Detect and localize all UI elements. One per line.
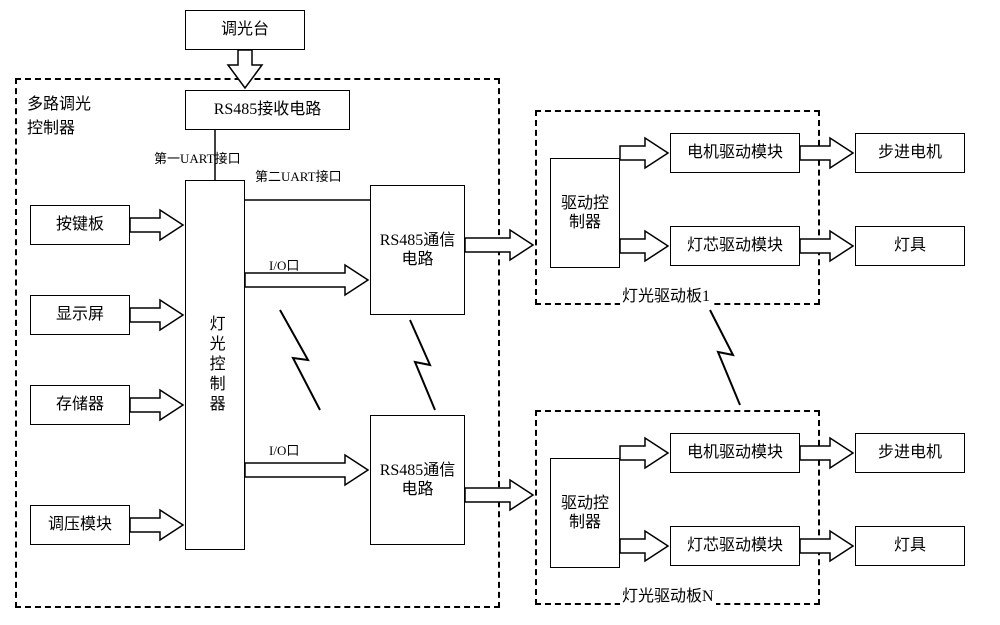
drive-controller-n-box: 驱动控制器 [550,458,620,568]
uart2-label: 第二UART接口 [253,166,344,185]
left-input-3-label: 调压模块 [48,515,112,534]
drive-controller-n-label: 驱动控制器 [551,494,619,532]
light-controller-label: 灯光控制器 [205,315,224,415]
rs485-comm-1-label: RS485通信电路 [371,231,464,269]
lamp-n-label: 灯具 [894,536,926,555]
left-input-0-label: 按键板 [56,215,104,234]
lamp-1-label: 灯具 [894,236,926,255]
motor-driver-n-box: 电机驱动模块 [670,433,800,473]
lamp-1-box: 灯具 [855,226,965,266]
lamp-driver-1-box: 灯芯驱动模块 [670,226,800,266]
uart1-label: 第一UART接口 [152,148,243,167]
io-label-2: I/O口 [267,440,301,459]
rs485-comm-box-2: RS485通信电路 [370,415,465,545]
rs485-comm-box-1: RS485通信电路 [370,185,465,315]
drive-controller-1-box: 驱动控制器 [550,158,620,268]
rs485-recv-box: RS485接收电路 [185,90,350,130]
diagram-canvas: 调光台 多路调光控制器 RS485接收电路 灯光控制器 第一UART接口 第二U… [10,10,990,615]
lamp-n-box: 灯具 [855,526,965,566]
drive-controller-1-label: 驱动控制器 [551,194,619,232]
left-input-0: 按键板 [30,205,130,245]
left-input-2-label: 存储器 [56,395,104,414]
light-controller-box: 灯光控制器 [185,180,245,550]
left-input-1-label: 显示屏 [56,305,104,324]
rs485-comm-2-label: RS485通信电路 [371,461,464,499]
driver-board-1-title: 灯光驱动板1 [620,282,712,306]
stepper-1-box: 步进电机 [855,133,965,173]
dimmer-console-label: 调光台 [221,20,269,39]
stepper-1-label: 步进电机 [878,143,942,162]
dimmer-console-box: 调光台 [185,10,305,50]
lamp-driver-n-box: 灯芯驱动模块 [670,526,800,566]
lamp-driver-n-label: 灯芯驱动模块 [687,536,783,555]
rs485-recv-label: RS485接收电路 [214,100,322,119]
stepper-n-label: 步进电机 [878,443,942,462]
left-input-3: 调压模块 [30,505,130,545]
motor-driver-1-label: 电机驱动模块 [687,143,783,162]
driver-board-n-title: 灯光驱动板N [620,582,716,606]
motor-driver-1-box: 电机驱动模块 [670,133,800,173]
lamp-driver-1-label: 灯芯驱动模块 [687,236,783,255]
stepper-n-box: 步进电机 [855,433,965,473]
left-input-2: 存储器 [30,385,130,425]
left-input-1: 显示屏 [30,295,130,335]
motor-driver-n-label: 电机驱动模块 [687,443,783,462]
zigzag-driverboards [710,310,740,405]
multi-dimmer-controller-title: 多路调光控制器 [25,90,105,138]
io-label-1: I/O口 [267,255,301,274]
